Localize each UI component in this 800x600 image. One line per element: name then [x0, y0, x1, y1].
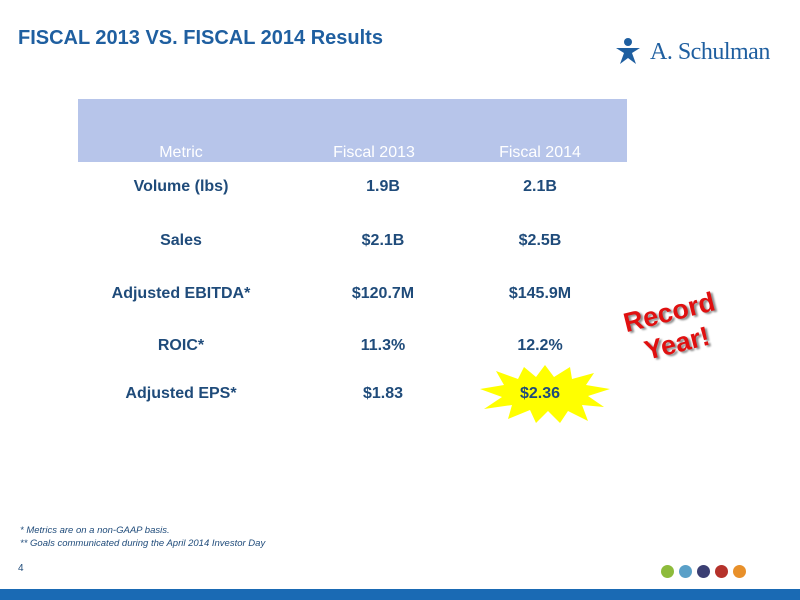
red-dot	[715, 565, 728, 578]
table-cell: 1.9B	[366, 178, 400, 195]
header-fiscal-2013: Fiscal 2013	[333, 144, 415, 161]
footnotes: * Metrics are on a non-GAAP basis. ** Go…	[20, 524, 265, 550]
table-cell: Sales	[160, 232, 202, 249]
table-header-bar	[78, 99, 627, 162]
decorative-dots	[661, 565, 746, 578]
table-cell: Adjusted EBITDA*	[111, 285, 251, 302]
green-dot	[661, 565, 674, 578]
table-cell: $2.36	[519, 385, 561, 402]
orange-dot	[733, 565, 746, 578]
page-number: 4	[18, 563, 24, 574]
table-cell: 2.1B	[523, 178, 557, 195]
blue-dot	[679, 565, 692, 578]
company-logo: A. Schulman	[612, 36, 770, 68]
slide-title: FISCAL 2013 VS. FISCAL 2014 Results	[18, 27, 383, 49]
table-cell: 11.3%	[360, 337, 406, 354]
logo-text: A. Schulman	[650, 38, 770, 65]
header-metric: Metric	[159, 144, 203, 161]
table-cell: $1.83	[362, 385, 404, 402]
navy-dot	[697, 565, 710, 578]
table-cell: Adjusted EPS*	[125, 385, 237, 402]
table-cell: 12.2%	[517, 337, 563, 354]
table-cell: $2.1B	[361, 232, 405, 249]
schulman-figure-icon	[613, 37, 643, 67]
bottom-bar	[0, 589, 800, 600]
table-cell: $145.9M	[508, 285, 572, 302]
starburst-highlight	[480, 365, 610, 423]
footnote: ** Goals communicated during the April 2…	[20, 538, 266, 549]
table-cell: Volume (lbs)	[133, 178, 229, 195]
table-cell: $120.7M	[351, 285, 415, 302]
footnote: * Metrics are on a non-GAAP basis.	[20, 525, 170, 536]
table-cell: ROIC*	[157, 337, 205, 354]
table-cell: $2.5B	[518, 232, 562, 249]
header-fiscal-2014: Fiscal 2014	[499, 144, 581, 161]
